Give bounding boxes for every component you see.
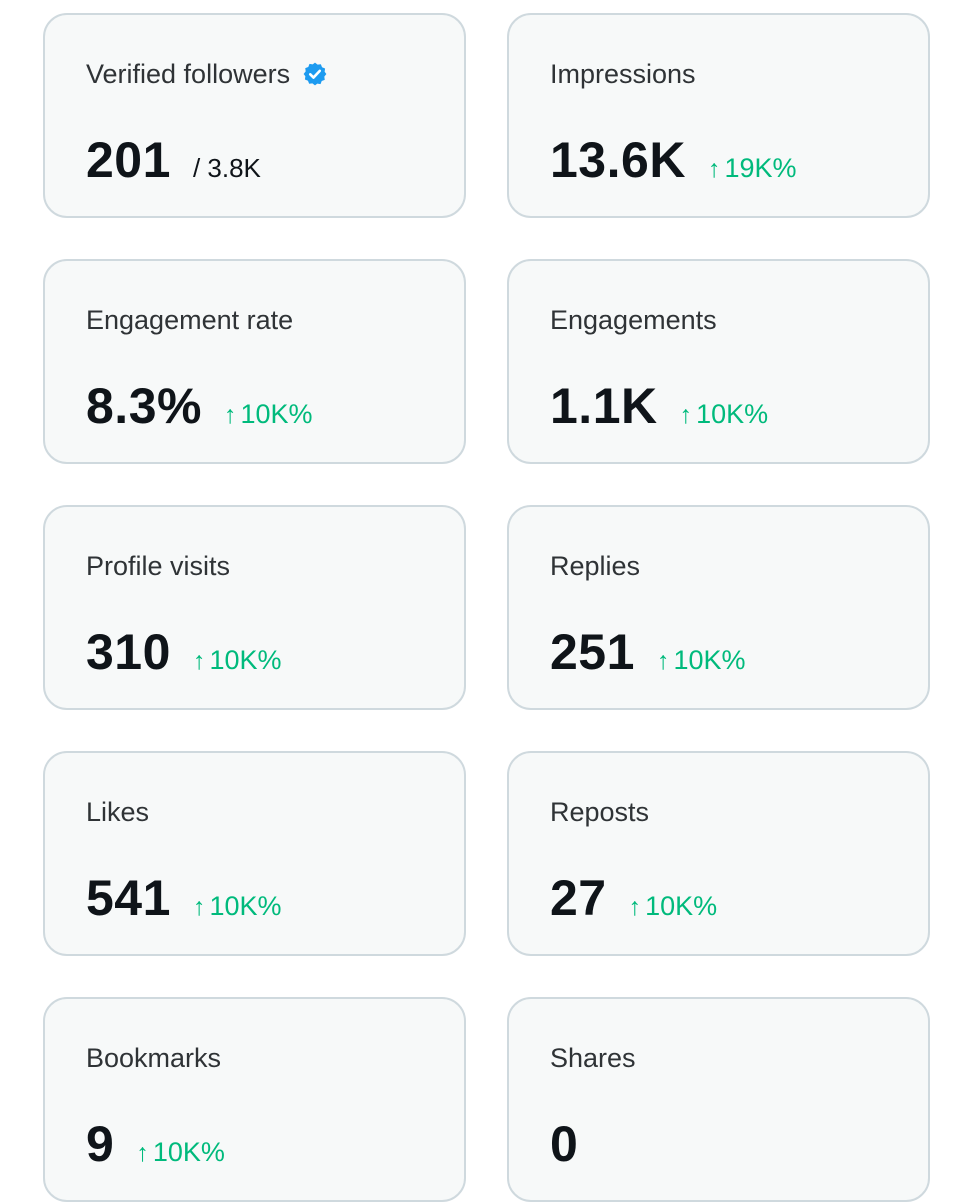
metric-change: ↑ 10K% bbox=[224, 399, 313, 430]
arrow-up-icon: ↑ bbox=[679, 401, 693, 429]
metric-change: ↑ 10K% bbox=[193, 891, 282, 922]
metric-total: / 3.8K bbox=[192, 153, 261, 183]
metric-label: Reposts bbox=[550, 797, 650, 827]
metric-label: Engagement rate bbox=[86, 305, 294, 335]
metric-change-value: 10K% bbox=[209, 891, 282, 921]
metric-change-value: 10K% bbox=[645, 891, 718, 921]
metric-card-profile-visits[interactable]: Profile visits 310 ↑ 10K% bbox=[43, 505, 466, 710]
metrics-grid: Verified followers 201 / 3.8K Impression… bbox=[43, 13, 930, 1202]
metric-change-value: 19K% bbox=[724, 153, 797, 183]
metric-card-engagements[interactable]: Engagements 1.1K ↑ 10K% bbox=[507, 259, 930, 464]
metric-label: Shares bbox=[550, 1043, 636, 1073]
metric-change-value: 10K% bbox=[696, 399, 769, 429]
metric-card-likes[interactable]: Likes 541 ↑ 10K% bbox=[43, 751, 466, 956]
metric-value-row: 310 ↑ 10K% bbox=[86, 623, 282, 681]
metric-card-bookmarks[interactable]: Bookmarks 9 ↑ 10K% bbox=[43, 997, 466, 1202]
metric-value-row: 8.3% ↑ 10K% bbox=[86, 377, 313, 435]
metric-label: Impressions bbox=[550, 59, 696, 89]
metric-label: Replies bbox=[550, 551, 641, 581]
metric-label: Bookmarks bbox=[86, 1043, 222, 1073]
metric-label: Profile visits bbox=[86, 551, 231, 581]
arrow-up-icon: ↑ bbox=[136, 1139, 149, 1167]
metric-card-impressions[interactable]: Impressions 13.6K ↑ 19K% bbox=[507, 13, 930, 218]
metric-value: 541 bbox=[86, 870, 171, 926]
metric-label-row: Verified followers bbox=[86, 58, 328, 90]
metric-value-row: 27 ↑ 10K% bbox=[550, 869, 717, 927]
arrow-up-icon: ↑ bbox=[656, 647, 670, 675]
metric-change: ↑ 10K% bbox=[657, 645, 746, 676]
metric-value: 27 bbox=[550, 870, 607, 926]
metric-card-reposts[interactable]: Reposts 27 ↑ 10K% bbox=[507, 751, 930, 956]
metric-value: 310 bbox=[86, 624, 171, 680]
metric-change-value: 10K% bbox=[673, 645, 746, 675]
metric-value: 0 bbox=[550, 1116, 579, 1172]
metric-change-value: 10K% bbox=[152, 1137, 225, 1167]
metric-label: Engagements bbox=[550, 305, 717, 335]
metric-value-row: 1.1K ↑ 10K% bbox=[550, 377, 768, 435]
metric-value-row: 201 / 3.8K bbox=[86, 131, 261, 189]
metric-card-shares[interactable]: Shares 0 bbox=[507, 997, 930, 1202]
metric-change-value: 10K% bbox=[240, 399, 313, 429]
metric-value: 251 bbox=[550, 624, 635, 680]
metric-card-verified-followers[interactable]: Verified followers 201 / 3.8K bbox=[43, 13, 466, 218]
metric-value: 13.6K bbox=[550, 132, 686, 188]
arrow-up-icon: ↑ bbox=[707, 155, 721, 183]
metric-value: 1.1K bbox=[550, 378, 658, 434]
arrow-up-icon: ↑ bbox=[223, 401, 237, 429]
metric-label: Likes bbox=[86, 797, 150, 827]
metric-value-row: 251 ↑ 10K% bbox=[550, 623, 746, 681]
metric-value: 8.3% bbox=[86, 378, 202, 434]
arrow-up-icon: ↑ bbox=[192, 893, 206, 921]
arrow-up-icon: ↑ bbox=[192, 647, 206, 675]
metric-label: Verified followers bbox=[86, 59, 291, 89]
metric-card-replies[interactable]: Replies 251 ↑ 10K% bbox=[507, 505, 930, 710]
metric-change-value: 10K% bbox=[209, 645, 282, 675]
metric-value-row: 541 ↑ 10K% bbox=[86, 869, 282, 927]
metric-change: ↑ 10K% bbox=[680, 399, 769, 430]
metric-value: 9 bbox=[86, 1116, 115, 1172]
metric-change: ↑ 10K% bbox=[629, 891, 718, 922]
metric-value-row: 13.6K ↑ 19K% bbox=[550, 131, 797, 189]
metric-card-engagement-rate[interactable]: Engagement rate 8.3% ↑ 10K% bbox=[43, 259, 466, 464]
arrow-up-icon: ↑ bbox=[628, 893, 642, 921]
metric-value-row: 0 bbox=[550, 1115, 578, 1173]
metric-value: 201 bbox=[86, 132, 171, 188]
metric-value-row: 9 ↑ 10K% bbox=[86, 1115, 225, 1173]
metric-change: ↑ 10K% bbox=[193, 645, 282, 676]
metric-change: ↑ 19K% bbox=[708, 153, 797, 184]
verified-badge-icon bbox=[303, 62, 327, 86]
metric-change: ↑ 10K% bbox=[136, 1137, 225, 1168]
